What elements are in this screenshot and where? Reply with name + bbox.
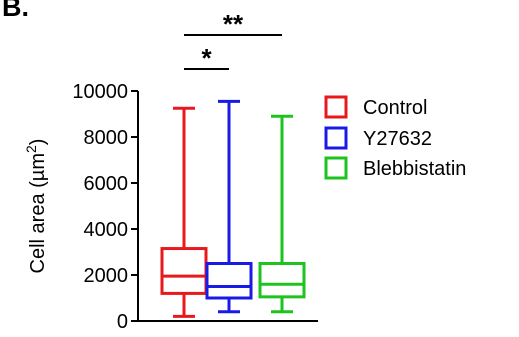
significance-brackets: *** <box>184 9 282 73</box>
box-y27632 <box>205 99 253 314</box>
legend-label: Blebbistatin <box>363 158 466 180</box>
y-tick-label: 0 <box>117 311 128 333</box>
y-tick-label: 8000 <box>84 127 129 149</box>
box-blebbistatin <box>258 114 306 314</box>
y-axis-label: Cell area (µm2) <box>23 139 49 274</box>
y-ticks: 0 2000 4000 6000 8000 10000 <box>72 81 138 333</box>
legend-swatch <box>324 156 348 180</box>
interquartile-box <box>205 262 253 300</box>
legend-label: Control <box>363 97 427 119</box>
interquartile-box <box>160 247 208 295</box>
legend: Control Y27632 Blebbistatin <box>324 95 466 180</box>
significance-label: * <box>201 43 212 73</box>
legend-label: Y27632 <box>363 128 432 150</box>
y-tick-label: 10000 <box>72 81 128 103</box>
boxes <box>160 99 306 318</box>
y-tick-label: 2000 <box>84 265 129 287</box>
panel-label: B. <box>2 0 29 22</box>
box-control <box>160 106 208 318</box>
significance-label: ** <box>223 9 244 39</box>
legend-swatch <box>324 95 348 119</box>
y-tick-label: 6000 <box>84 173 129 195</box>
axes: 0 2000 4000 6000 8000 10000 <box>72 81 318 333</box>
y-tick-label: 4000 <box>84 219 129 241</box>
interquartile-box <box>258 262 306 299</box>
legend-swatch <box>324 126 348 150</box>
